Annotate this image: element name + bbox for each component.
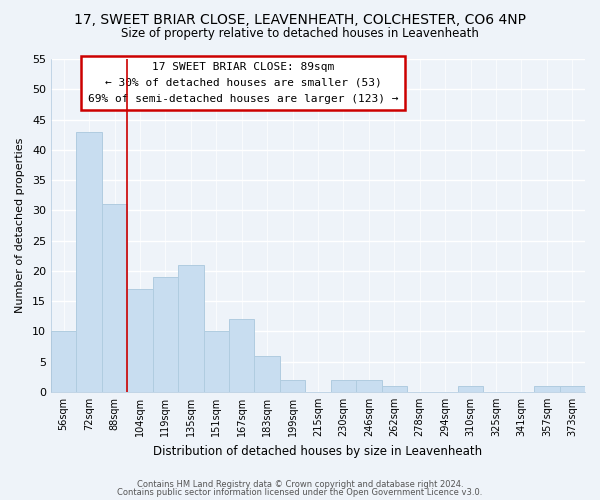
Bar [382, 386, 407, 392]
Bar [203, 332, 229, 392]
Text: Contains HM Land Registry data © Crown copyright and database right 2024.: Contains HM Land Registry data © Crown c… [137, 480, 463, 489]
Text: Contains public sector information licensed under the Open Government Licence v3: Contains public sector information licen… [118, 488, 482, 497]
Bar [178, 265, 203, 392]
Bar [280, 380, 305, 392]
Bar [254, 356, 280, 392]
Bar [356, 380, 382, 392]
Bar [76, 132, 102, 392]
Bar [534, 386, 560, 392]
Bar [560, 386, 585, 392]
Text: 17 SWEET BRIAR CLOSE: 89sqm
← 30% of detached houses are smaller (53)
69% of sem: 17 SWEET BRIAR CLOSE: 89sqm ← 30% of det… [88, 62, 398, 104]
Y-axis label: Number of detached properties: Number of detached properties [15, 138, 25, 313]
Bar [331, 380, 356, 392]
Text: 17, SWEET BRIAR CLOSE, LEAVENHEATH, COLCHESTER, CO6 4NP: 17, SWEET BRIAR CLOSE, LEAVENHEATH, COLC… [74, 12, 526, 26]
Bar [458, 386, 483, 392]
X-axis label: Distribution of detached houses by size in Leavenheath: Distribution of detached houses by size … [154, 444, 482, 458]
Bar [229, 320, 254, 392]
Text: Size of property relative to detached houses in Leavenheath: Size of property relative to detached ho… [121, 28, 479, 40]
Bar [51, 332, 76, 392]
Bar [127, 289, 152, 392]
Bar [102, 204, 127, 392]
Bar [152, 277, 178, 392]
